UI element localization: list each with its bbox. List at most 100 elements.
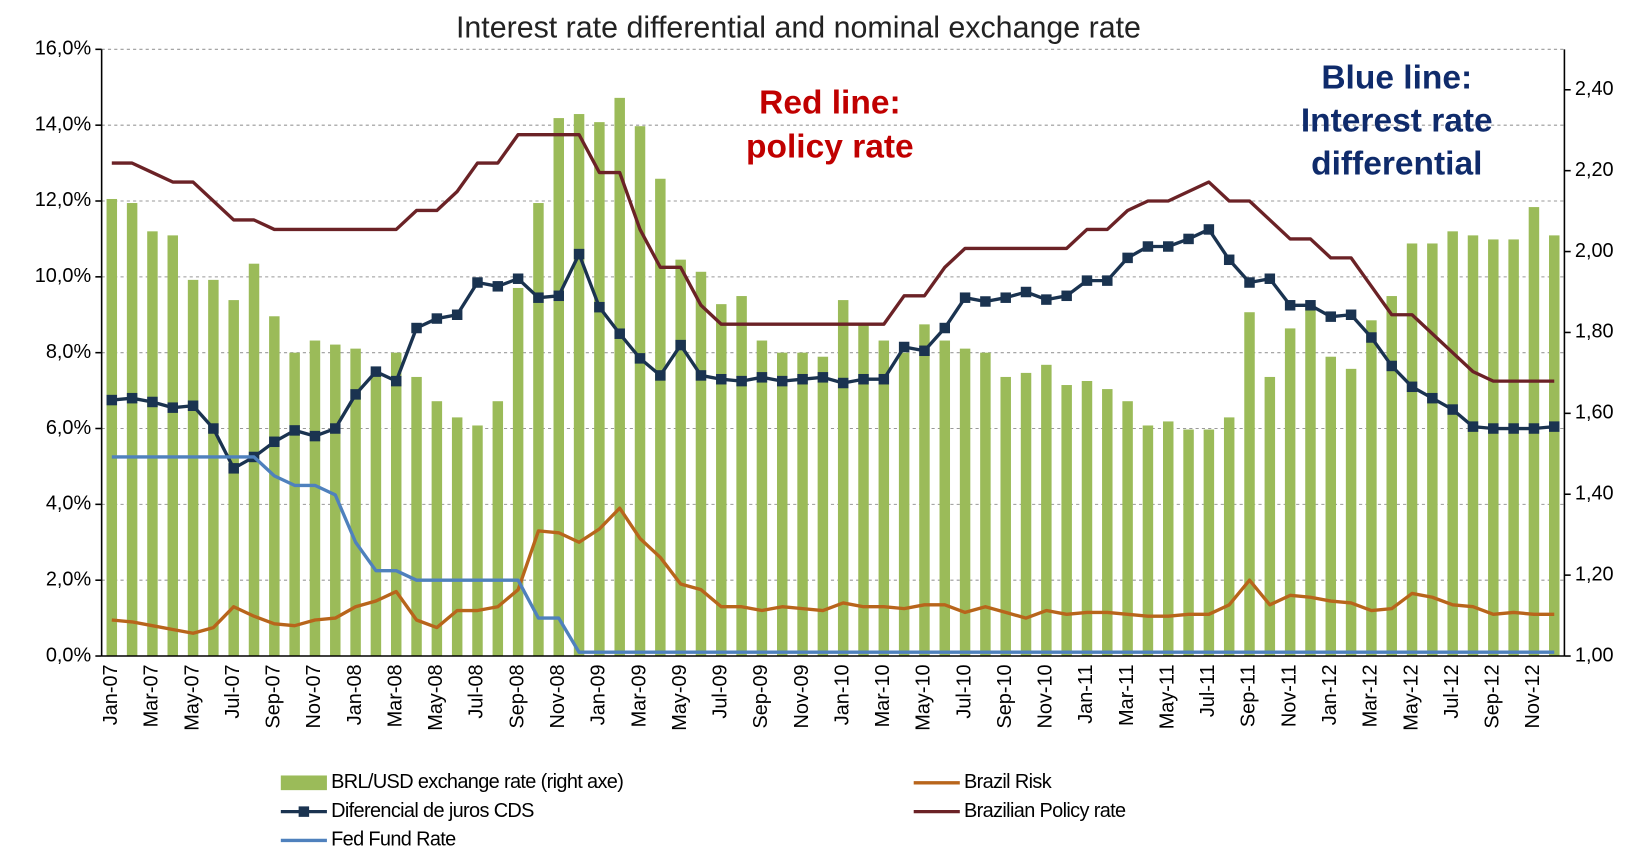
bar — [1244, 312, 1255, 657]
line-marker — [959, 292, 971, 303]
x-tick-label: Jan-09 — [588, 664, 610, 725]
line-marker — [1325, 311, 1337, 322]
line-marker — [370, 366, 382, 377]
bar — [756, 340, 768, 657]
y2-tick-label: 2,40 — [1575, 78, 1614, 100]
x-tick-label: Sep-11 — [1238, 664, 1260, 727]
line-marker — [736, 375, 747, 387]
bar — [655, 178, 666, 657]
bar — [1325, 356, 1337, 657]
line-marker — [614, 328, 625, 339]
line-marker — [1102, 275, 1113, 286]
x-tick-label: Mar-08 — [384, 664, 406, 727]
x-tick-label: Nov-08 — [547, 664, 569, 728]
annotation: differential — [1311, 145, 1482, 182]
bar — [431, 401, 443, 657]
bar — [187, 279, 199, 657]
bar — [980, 352, 991, 657]
line-marker — [1244, 277, 1255, 288]
bar — [1102, 389, 1113, 657]
line-marker — [1345, 309, 1357, 320]
bar — [614, 97, 625, 657]
line-marker — [878, 373, 890, 385]
line-marker — [228, 463, 239, 474]
line-marker — [1467, 421, 1479, 432]
legend-swatch — [280, 775, 327, 791]
line-marker — [1508, 423, 1519, 434]
bar — [939, 340, 951, 657]
bar — [309, 340, 321, 657]
line-marker — [695, 370, 707, 381]
x-tick-label: Sep-10 — [994, 664, 1016, 728]
y-tick-label: 6,0% — [46, 417, 91, 439]
line-marker — [208, 423, 219, 434]
x-tick-label: Jul-12 — [1441, 664, 1463, 718]
line-marker — [980, 296, 991, 307]
y2-tick-label: 2,20 — [1575, 159, 1614, 181]
y2-tick-label: 1,60 — [1575, 402, 1614, 424]
line-marker — [1447, 404, 1458, 415]
x-tick-label: Jul-10 — [953, 664, 975, 718]
bar — [1508, 239, 1519, 657]
x-tick-label: Jul-08 — [466, 664, 488, 718]
bar — [1264, 376, 1276, 657]
x-tick-label: Jan-12 — [1319, 664, 1341, 725]
line-marker — [1223, 254, 1235, 266]
bar — [106, 198, 118, 657]
line-series — [111, 227, 1555, 471]
line-marker — [1264, 273, 1276, 284]
x-tick-label: Sep-12 — [1482, 664, 1504, 728]
x-tick-label: Jul-11 — [1197, 664, 1219, 717]
y-tick-label: 2,0% — [46, 568, 91, 590]
line-marker — [472, 277, 483, 288]
bar — [1081, 380, 1093, 657]
x-tick-label: Jan-08 — [344, 664, 366, 725]
bar — [451, 417, 463, 657]
line-marker — [919, 345, 930, 357]
bar — [390, 352, 402, 657]
bar — [472, 425, 483, 657]
y2-tick-label: 1,80 — [1575, 321, 1614, 343]
line-marker — [553, 290, 564, 302]
bar — [878, 340, 890, 657]
line-marker — [512, 273, 524, 284]
line-marker — [350, 389, 361, 400]
x-tick-label: Jan-10 — [831, 664, 853, 725]
bar — [1041, 364, 1052, 657]
bar — [1122, 401, 1133, 657]
legend-marker — [298, 806, 310, 817]
bar — [919, 324, 930, 657]
line-marker — [147, 396, 158, 408]
bar — [533, 203, 544, 657]
line-marker — [106, 394, 118, 406]
bar — [1163, 421, 1174, 657]
chart-title: Interest rate differential and nominal e… — [456, 10, 1141, 44]
bar — [147, 231, 158, 657]
line-marker — [1163, 241, 1174, 252]
bar — [1366, 320, 1377, 657]
line-marker — [1427, 392, 1438, 404]
line-marker — [1386, 360, 1397, 372]
y2-tick-label: 1,00 — [1575, 644, 1614, 666]
y-tick-label: 16,0% — [35, 38, 91, 60]
line-marker — [1203, 224, 1215, 235]
annotation: policy rate — [746, 129, 914, 166]
line-marker — [797, 373, 808, 385]
annotation: Red line: — [759, 85, 901, 122]
x-tick-label: Nov-10 — [1035, 664, 1057, 728]
x-tick-label: May-10 — [913, 664, 935, 730]
line-marker — [269, 436, 280, 448]
line-marker — [939, 322, 951, 334]
bar — [594, 122, 605, 657]
x-tick-label: May-09 — [669, 664, 691, 730]
line-marker — [675, 339, 686, 351]
x-tick-label: May-08 — [425, 664, 447, 730]
y-tick-label: 8,0% — [46, 341, 91, 363]
line-marker — [1081, 275, 1093, 286]
line-marker — [1020, 286, 1032, 298]
y-tick-label: 12,0% — [35, 189, 91, 211]
line-marker — [716, 373, 727, 385]
bar — [289, 352, 300, 657]
bar — [350, 348, 361, 657]
